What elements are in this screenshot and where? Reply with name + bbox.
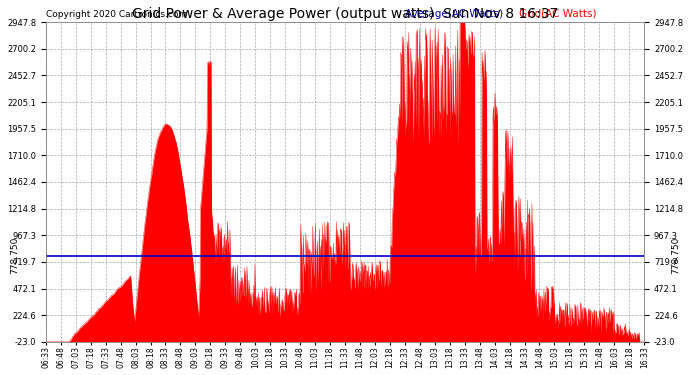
Text: Copyright 2020 Cartronics.com: Copyright 2020 Cartronics.com (46, 10, 187, 19)
Text: Grid(AC Watts): Grid(AC Watts) (519, 9, 596, 19)
Title: Grid Power & Average Power (output watts)  Sun Nov 8 16:37: Grid Power & Average Power (output watts… (132, 7, 558, 21)
Text: 778.750: 778.750 (10, 237, 19, 274)
Text: Average(AC Watts): Average(AC Watts) (405, 9, 503, 19)
Text: 778.750: 778.750 (671, 237, 680, 274)
